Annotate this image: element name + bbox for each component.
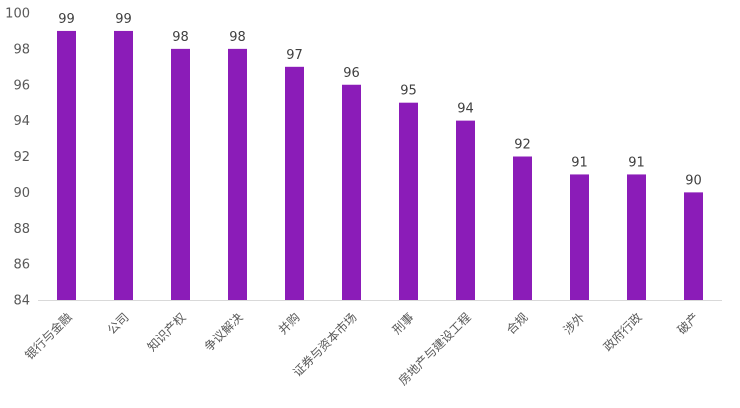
data-label: 95 xyxy=(400,84,417,99)
x-tick-label: 合规 xyxy=(503,310,531,338)
data-label: 92 xyxy=(514,138,531,153)
bars xyxy=(57,30,703,300)
bar xyxy=(342,84,361,300)
data-label: 90 xyxy=(685,173,702,188)
bar xyxy=(570,174,589,300)
y-tick-label: 92 xyxy=(13,150,30,165)
x-tick-label: 破产 xyxy=(674,310,702,338)
data-label: 91 xyxy=(628,155,645,170)
y-tick-label: 90 xyxy=(13,186,30,201)
y-axis-ticks: 84 86 88 90 92 94 96 98 100 xyxy=(5,7,30,309)
y-tick-label: 94 xyxy=(13,114,30,129)
x-tick-label: 银行与金融 xyxy=(22,310,75,363)
data-labels: 99 99 98 98 97 96 95 94 92 91 91 90 xyxy=(58,12,702,188)
y-tick-label: 88 xyxy=(13,222,30,237)
y-tick-label: 100 xyxy=(5,7,30,22)
data-label: 98 xyxy=(229,30,246,45)
x-tick-label: 知识产权 xyxy=(145,310,189,354)
data-label: 98 xyxy=(172,30,189,45)
bar xyxy=(57,30,76,300)
x-tick-label: 刑事 xyxy=(390,310,417,337)
bar xyxy=(456,120,475,300)
bar xyxy=(513,156,532,300)
bar xyxy=(171,48,190,300)
bar xyxy=(399,102,418,300)
bar xyxy=(627,174,646,300)
y-tick-label: 86 xyxy=(13,258,30,273)
x-tick-label: 并购 xyxy=(275,310,303,338)
y-tick-label: 98 xyxy=(13,42,30,57)
bar xyxy=(285,66,304,300)
data-label: 94 xyxy=(457,102,474,117)
y-tick-label: 84 xyxy=(13,294,30,309)
x-tick-label: 政府行政 xyxy=(600,310,645,355)
bar xyxy=(684,192,703,300)
data-label: 99 xyxy=(58,12,75,27)
x-tick-label: 公司 xyxy=(105,310,132,337)
bar xyxy=(114,30,133,300)
x-tick-label: 涉外 xyxy=(561,310,588,337)
data-label: 97 xyxy=(286,48,303,63)
data-label: 96 xyxy=(343,66,360,81)
data-label: 91 xyxy=(571,155,588,170)
bar xyxy=(228,48,247,300)
y-tick-label: 96 xyxy=(13,78,30,93)
data-label: 99 xyxy=(115,12,132,27)
x-tick-label: 争议解决 xyxy=(202,310,246,354)
